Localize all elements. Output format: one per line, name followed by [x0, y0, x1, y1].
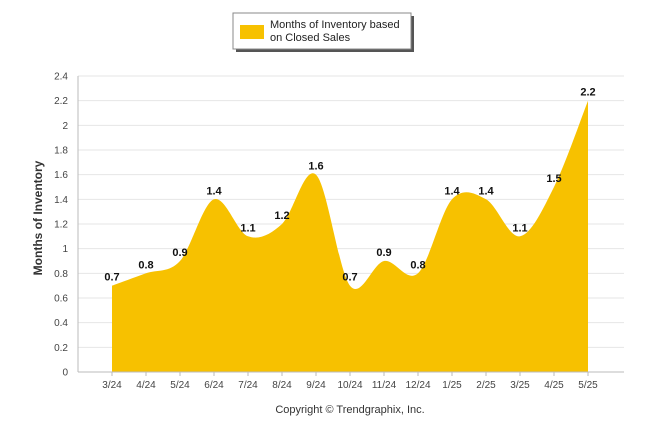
data-label: 0.7 [104, 272, 119, 284]
x-tick-label: 11/24 [372, 380, 397, 391]
y-tick-label: 1.4 [54, 195, 68, 206]
y-tick-labels: 0 0.2 0.4 0.6 0.8 1 1.2 1.4 1.6 1.8 2 2.2 2.4 [54, 72, 68, 379]
data-label: 1.6 [308, 161, 323, 173]
y-tick-label: 2.4 [54, 72, 68, 83]
y-tick-label: 0.6 [54, 294, 68, 305]
y-tick-label: 0.2 [54, 343, 68, 354]
x-tick-label: 4/25 [544, 380, 564, 391]
legend: Months of Inventory based on Closed Sale… [232, 12, 414, 52]
y-tick-label: 0.8 [54, 269, 68, 280]
x-tick-marks [111, 372, 589, 376]
y-tick-label: 2.2 [54, 96, 68, 107]
x-tick-label: 10/24 [337, 380, 362, 391]
y-tick-label: 0 [62, 368, 68, 379]
x-tick-label: 9/24 [306, 380, 326, 391]
data-label: 0.8 [410, 259, 425, 271]
data-label: 2.2 [580, 87, 595, 99]
inventory-area [112, 100, 588, 372]
y-tick-label: 1.6 [54, 170, 68, 181]
legend-swatch [240, 25, 264, 39]
y-tick-label: 0.4 [54, 318, 68, 329]
x-tick-label: 3/24 [102, 380, 122, 391]
x-tick-label: 6/24 [204, 380, 224, 391]
copyright-credit: Copyright © Trendgraphix, Inc. [275, 404, 424, 416]
x-tick-labels: 3/24 4/24 5/24 6/24 7/24 8/24 9/24 10/24 11/24 12… [102, 380, 598, 391]
data-label: 1.5 [546, 173, 561, 185]
data-label: 0.9 [172, 247, 187, 259]
x-tick-label: 12/24 [405, 380, 430, 391]
x-tick-label: 8/24 [272, 380, 292, 391]
data-label: 1.1 [512, 222, 527, 234]
x-tick-label: 1/25 [442, 380, 462, 391]
x-tick-label: 5/24 [170, 380, 190, 391]
data-labels: 0.7 0.8 0.9 1.4 1.1 1.2 1.6 0.7 0.9 0.8 1.4 1.4 1.1 1… [104, 87, 595, 284]
x-tick-label: 4/24 [136, 380, 156, 391]
data-label: 1.1 [240, 222, 255, 234]
data-label: 0.9 [376, 247, 391, 259]
y-tick-label: 2 [62, 121, 68, 132]
data-label: 1.4 [478, 185, 494, 197]
y-tick-label: 1.2 [54, 220, 68, 231]
data-label: 0.8 [138, 259, 153, 271]
x-tick-label: 3/25 [510, 380, 530, 391]
data-label: 1.4 [444, 185, 460, 197]
x-tick-label: 7/24 [238, 380, 258, 391]
legend-label-line1: Months of Inventory based [270, 19, 400, 31]
y-tick-label: 1.8 [54, 146, 68, 157]
x-tick-label: 2/25 [476, 380, 496, 391]
data-label: 0.7 [342, 272, 357, 284]
y-axis-title: Months of Inventory [31, 160, 45, 275]
data-label: 1.4 [206, 185, 222, 197]
y-tick-label: 1 [62, 244, 68, 255]
legend-label-line2: on Closed Sales [270, 32, 351, 44]
data-label: 1.2 [274, 210, 289, 222]
x-tick-label: 5/25 [578, 380, 598, 391]
